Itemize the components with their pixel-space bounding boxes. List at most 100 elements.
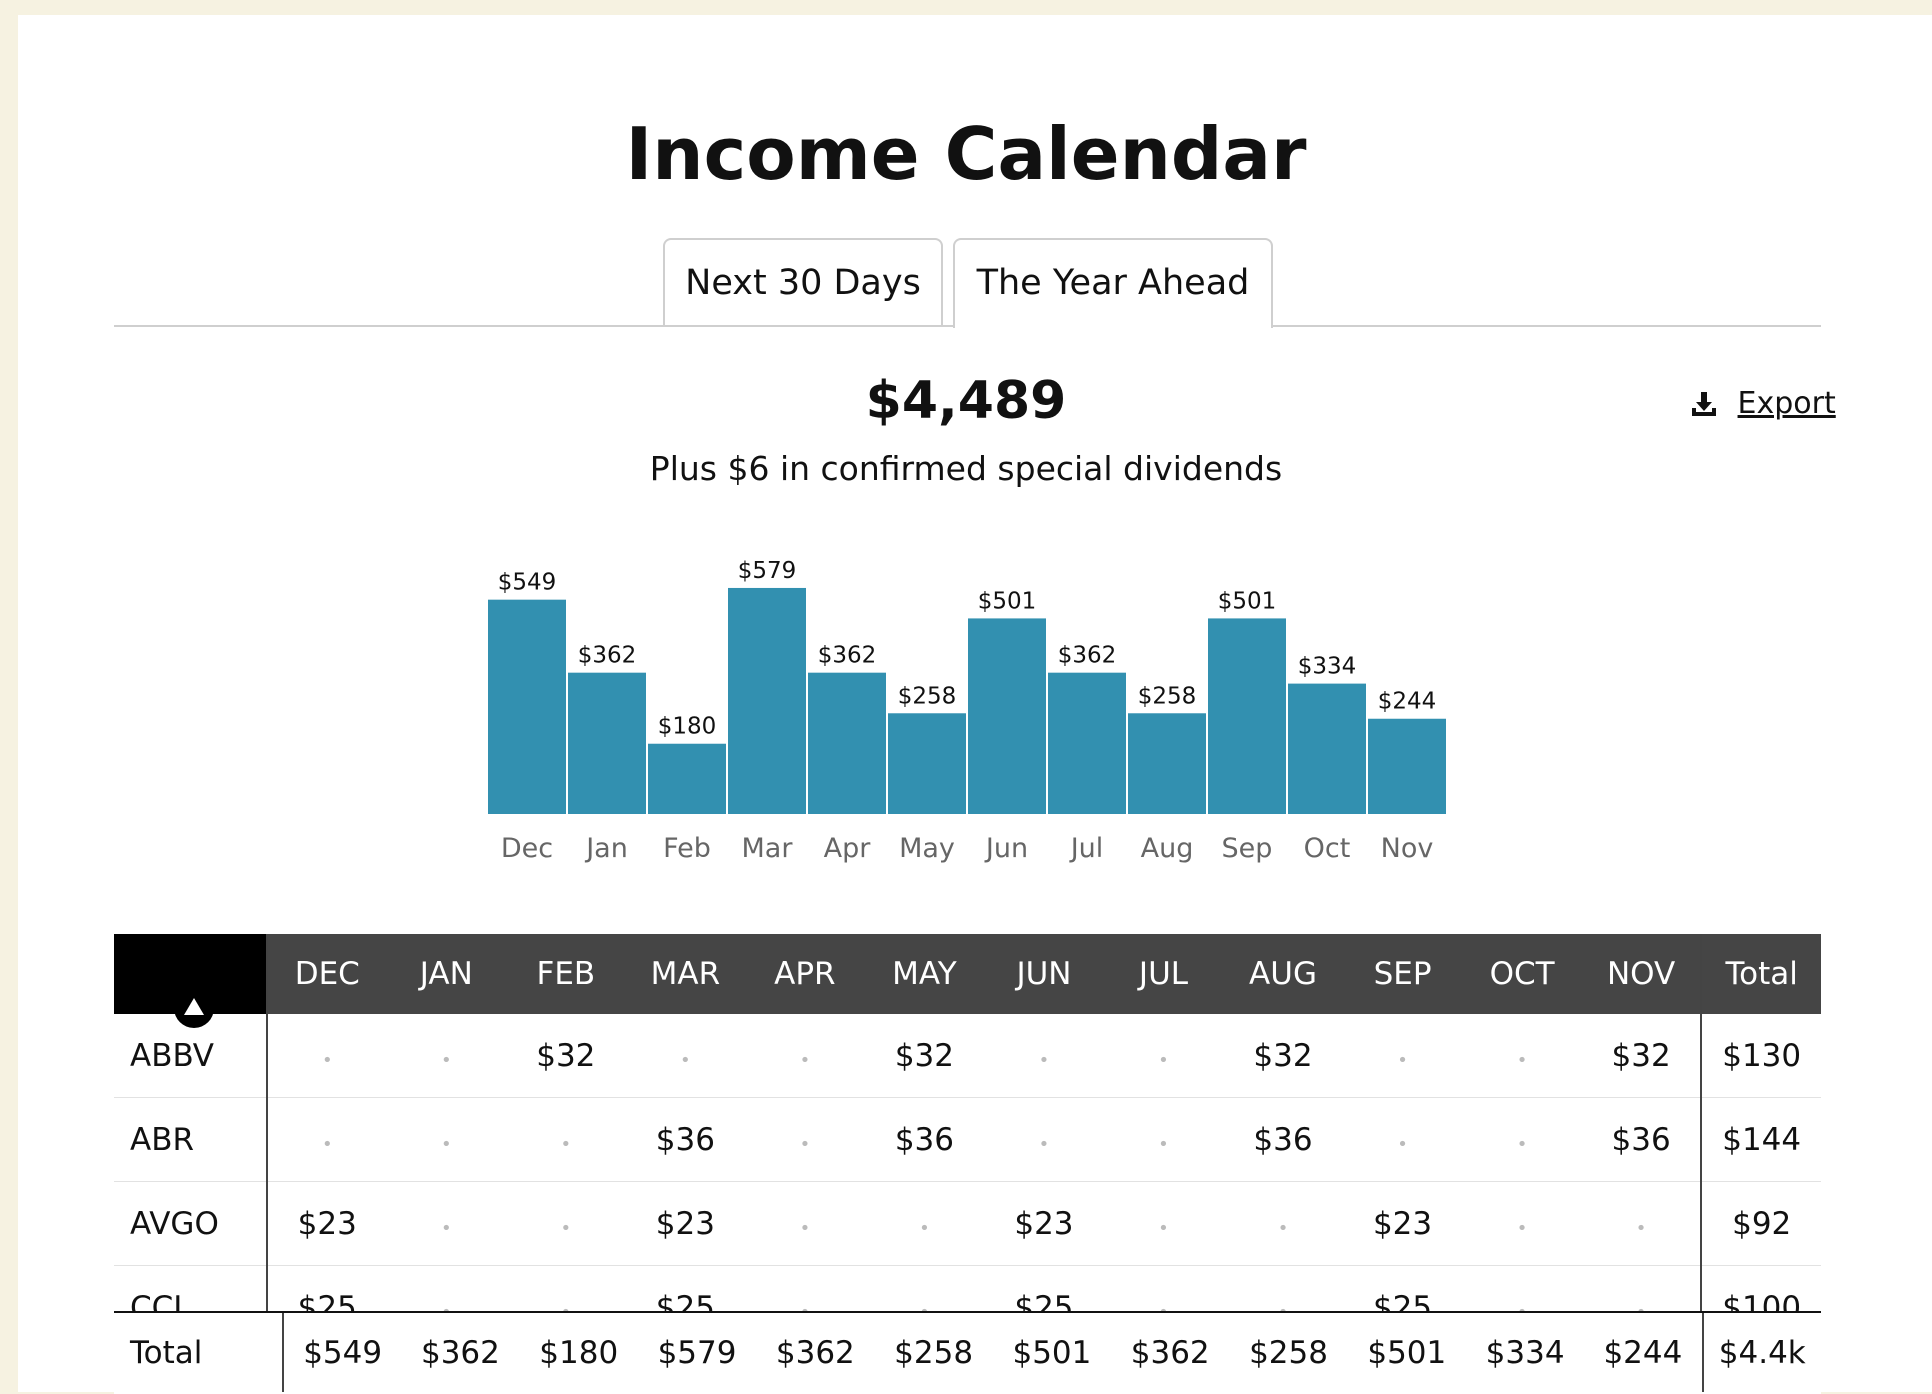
amount-cell: $25 xyxy=(1342,1265,1463,1314)
empty-cell: • xyxy=(506,1181,626,1266)
bar-value-label: $549 xyxy=(498,570,557,596)
amount-cell: $36 xyxy=(1581,1097,1702,1182)
amount-cell: $23 xyxy=(984,1181,1104,1266)
bar-value-label: $579 xyxy=(738,558,797,584)
column-header-apr[interactable]: APR xyxy=(745,934,865,1014)
empty-cell: • xyxy=(1342,1014,1463,1098)
empty-cell: • xyxy=(267,1097,387,1182)
export-link[interactable]: Export xyxy=(1690,384,1836,424)
table-row[interactable]: AVGO $23 • • $23 • • $23 • • $23 • • $92 xyxy=(114,1181,1821,1266)
column-header-feb[interactable]: FEB xyxy=(506,934,626,1014)
empty-cell: • xyxy=(386,1014,507,1098)
amount-cell: $36 xyxy=(1223,1097,1343,1182)
column-header-dec[interactable]: DEC xyxy=(267,934,387,1014)
ticker-cell[interactable]: ABBV xyxy=(114,1014,268,1098)
x-axis-label: Jun xyxy=(984,833,1028,864)
bar-jul[interactable] xyxy=(1048,672,1126,814)
sort-header[interactable] xyxy=(114,934,268,1028)
empty-cell: • xyxy=(386,1097,507,1182)
amount-cell: $32 xyxy=(1223,1014,1343,1098)
empty-cell: • xyxy=(506,1265,626,1314)
column-header-may[interactable]: MAY xyxy=(864,934,985,1014)
empty-cell: • xyxy=(1462,1181,1582,1266)
row-total-cell: $100 xyxy=(1700,1265,1821,1314)
bar-mar[interactable] xyxy=(728,587,806,814)
annual-total: $4,489 xyxy=(865,371,1067,431)
column-header-total[interactable]: Total xyxy=(1700,934,1821,1014)
footer-amount-cell: $549 xyxy=(303,1334,383,1371)
x-axis-label: Oct xyxy=(1304,833,1351,864)
bar-jun[interactable] xyxy=(968,618,1046,814)
column-header-aug[interactable]: AUG xyxy=(1223,934,1343,1014)
grand-total-cell: $4.4k xyxy=(1701,1313,1821,1392)
column-header-jul[interactable]: JUL xyxy=(1103,934,1224,1014)
column-header-jan[interactable]: JAN xyxy=(386,934,507,1014)
table-row[interactable]: CCL $25 • • $25 • • $25 • • $25 • • $100 xyxy=(114,1265,1821,1314)
bar-nov[interactable] xyxy=(1368,718,1446,814)
bar-value-label: $501 xyxy=(1218,588,1277,614)
footer-label: Total xyxy=(114,1313,284,1392)
tab-year-ahead[interactable]: The Year Ahead xyxy=(953,238,1273,328)
empty-cell: • xyxy=(1462,1265,1582,1314)
empty-cell: • xyxy=(745,1181,865,1266)
x-axis-label: Jan xyxy=(584,833,628,864)
empty-cell: • xyxy=(864,1265,985,1314)
special-dividends-note: Plus $6 in confirmed special dividends xyxy=(649,449,1283,488)
empty-cell: • xyxy=(1103,1014,1224,1098)
footer-amount-cell: $579 xyxy=(657,1334,737,1371)
table-row[interactable]: ABBV • • $32 • • $32 • • $32 • • $32 $130 xyxy=(114,1014,1821,1098)
empty-cell: • xyxy=(1223,1181,1343,1266)
bar-oct[interactable] xyxy=(1288,683,1366,814)
bar-dec[interactable] xyxy=(488,599,566,814)
x-axis-label: Nov xyxy=(1381,833,1434,864)
footer-amount-cell: $362 xyxy=(775,1334,855,1371)
monthly-income-chart: $549 Dec $362 Jan $180 Feb $579 Mar $362 Apr $258 M… xyxy=(488,558,1446,864)
page-title: Income Calendar xyxy=(625,112,1307,196)
tab-next-30-days[interactable]: Next 30 Days xyxy=(663,238,943,325)
footer-amount-cell: $362 xyxy=(420,1334,500,1371)
column-header-oct[interactable]: OCT xyxy=(1462,934,1582,1014)
column-header-jun[interactable]: JUN xyxy=(984,934,1104,1014)
empty-cell: • xyxy=(386,1181,507,1266)
amount-cell: $25 xyxy=(625,1265,746,1314)
x-axis-label: Mar xyxy=(742,833,794,864)
amount-cell: $36 xyxy=(864,1097,985,1182)
bar-jan[interactable] xyxy=(568,672,646,814)
amount-cell: $36 xyxy=(625,1097,746,1182)
ticker-cell[interactable]: AVGO xyxy=(114,1181,268,1266)
x-axis-label: Apr xyxy=(824,833,872,864)
bar-may[interactable] xyxy=(888,713,966,814)
x-axis-label: Jul xyxy=(1069,833,1104,864)
empty-cell: • xyxy=(864,1181,985,1266)
empty-cell: • xyxy=(386,1265,507,1314)
ticker-cell[interactable]: ABR xyxy=(114,1097,268,1182)
footer-amount-cell: $501 xyxy=(1367,1334,1447,1371)
table-total-row: Total $549 $362 $180 $579 $362 $258 $501 $362 $25… xyxy=(114,1311,1821,1394)
income-table: DEC JAN FEB MAR APR MAY JUN JUL AUG SEP OCT NOV Tota… xyxy=(114,934,1821,1314)
empty-cell: • xyxy=(506,1097,626,1182)
x-axis-label: Aug xyxy=(1141,833,1194,864)
amount-cell: $25 xyxy=(267,1265,387,1314)
column-header-sep[interactable]: SEP xyxy=(1342,934,1463,1014)
empty-cell: • xyxy=(1581,1181,1702,1266)
bar-apr[interactable] xyxy=(808,672,886,814)
amount-cell: $32 xyxy=(506,1014,626,1098)
ticker-cell[interactable]: CCL xyxy=(114,1265,268,1314)
empty-cell: • xyxy=(1103,1181,1224,1266)
table-row[interactable]: ABR • • • $36 • $36 • • $36 • • $36 $144 xyxy=(114,1097,1821,1182)
bar-aug[interactable] xyxy=(1128,713,1206,814)
amount-cell: $32 xyxy=(864,1014,985,1098)
column-header-mar[interactable]: MAR xyxy=(625,934,746,1014)
footer-amount-cell: $244 xyxy=(1603,1334,1683,1371)
x-axis-label: Dec xyxy=(501,833,553,864)
bar-value-label: $334 xyxy=(1298,654,1357,680)
bar-value-label: $244 xyxy=(1378,689,1437,715)
column-header-nov[interactable]: NOV xyxy=(1581,934,1702,1014)
empty-cell: • xyxy=(1581,1265,1702,1314)
bar-feb[interactable] xyxy=(648,743,726,814)
bar-value-label: $501 xyxy=(978,588,1037,614)
bar-sep[interactable] xyxy=(1208,618,1286,814)
footer-amount-cell: $258 xyxy=(1249,1334,1328,1371)
empty-cell: • xyxy=(984,1014,1104,1098)
amount-cell: $23 xyxy=(1342,1181,1463,1266)
